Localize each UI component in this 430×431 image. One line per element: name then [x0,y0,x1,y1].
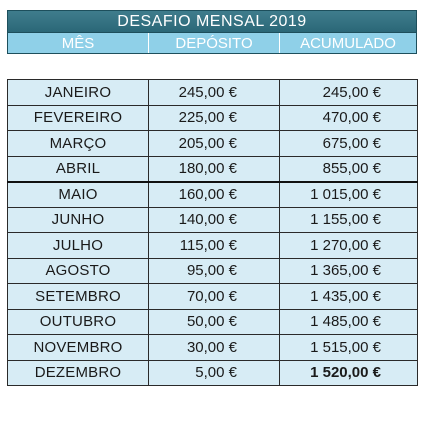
header-acumulado[interactable]: ACUMULADO [300,34,396,52]
header-row: MÊS DEPÓSITO ACUMULADO [7,32,417,54]
deposit-cell[interactable]: 205,00 € [148,130,280,157]
month-cell[interactable]: SETEMBRO [7,283,149,310]
table-row: DEZEMBRO 5,00 €1 520,00 € [7,359,418,386]
month-cell[interactable]: MAIO [7,181,149,208]
header-mes[interactable]: MÊS [8,33,149,53]
table-row: MAIO 160,00 €1 015,00 € [7,181,418,208]
deposit-cell[interactable]: 160,00 € [148,181,280,208]
header-deposito[interactable]: DEPÓSITO [149,33,280,53]
deposit-cell[interactable]: 245,00 € [148,79,280,106]
month-cell[interactable]: OUTUBRO [7,308,149,335]
deposit-cell[interactable]: 115,00 € [148,232,280,259]
deposit-cell[interactable]: 225,00 € [148,104,280,131]
month-cell[interactable]: MARÇO [7,130,149,157]
month-cell[interactable]: JANEIRO [7,79,149,106]
deposit-cell[interactable]: 95,00 € [148,257,280,284]
table-row: ABRIL 180,00 €855,00 € [7,155,418,183]
table-row: SETEMBRO 70,00 €1 435,00 € [7,283,418,310]
blank-row [7,54,417,79]
accumulated-cell[interactable]: 245,00 € [279,79,418,106]
month-cell[interactable]: ABRIL [7,155,149,183]
deposit-cell[interactable]: 30,00 € [148,334,280,361]
spreadsheet-table: DESAFIO MENSAL 2019 MÊS DEPÓSITO ACUMULA… [7,10,418,386]
table-row: JULHO 115,00 €1 270,00 € [7,232,418,259]
accumulated-cell[interactable]: 1 520,00 € [279,359,418,386]
accumulated-cell[interactable]: 1 515,00 € [279,334,418,361]
deposit-cell[interactable]: 180,00 € [148,155,280,183]
table-row: NOVEMBRO 30,00 €1 515,00 € [7,334,418,361]
accumulated-cell[interactable]: 1 435,00 € [279,283,418,310]
accumulated-cell[interactable]: 855,00 € [279,155,418,183]
table-row: AGOSTO 95,00 €1 365,00 € [7,257,418,284]
accumulated-cell[interactable]: 1 155,00 € [279,206,418,233]
data-table: JANEIRO 245,00 €245,00 € FEVEREIRO 225,00 €… [7,79,418,386]
table-row: JUNHO 140,00 €1 155,00 € [7,206,418,233]
accumulated-cell[interactable]: 675,00 € [279,130,418,157]
accumulated-cell[interactable]: 1 015,00 € [279,181,418,208]
accumulated-cell[interactable]: 1 365,00 € [279,257,418,284]
accumulated-cell[interactable]: 470,00 € [279,104,418,131]
deposit-cell[interactable]: 50,00 € [148,308,280,335]
table-row: JANEIRO 245,00 €245,00 € [7,79,418,106]
table-title[interactable]: DESAFIO MENSAL 2019 [7,10,417,32]
accumulated-cell[interactable]: 1 485,00 € [279,308,418,335]
month-cell[interactable]: NOVEMBRO [7,334,149,361]
accumulated-cell[interactable]: 1 270,00 € [279,232,418,259]
month-cell[interactable]: DEZEMBRO [7,359,149,386]
table-row: MARÇO 205,00 €675,00 € [7,130,418,157]
table-row: OUTUBRO 50,00 €1 485,00 € [7,308,418,335]
deposit-cell[interactable]: 70,00 € [148,283,280,310]
month-cell[interactable]: FEVEREIRO [7,104,149,131]
deposit-cell[interactable]: 5,00 € [148,359,280,386]
table-row: FEVEREIRO 225,00 €470,00 € [7,104,418,131]
month-cell[interactable]: AGOSTO [7,257,149,284]
month-cell[interactable]: JUNHO [7,206,149,233]
month-cell[interactable]: JULHO [7,232,149,259]
deposit-cell[interactable]: 140,00 € [148,206,280,233]
